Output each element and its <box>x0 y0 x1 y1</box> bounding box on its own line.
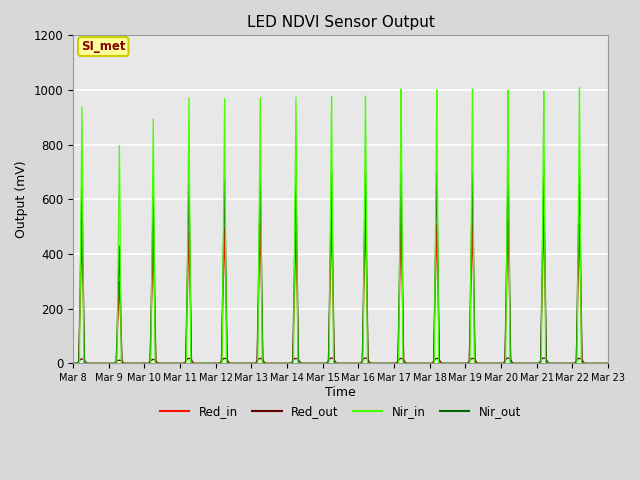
X-axis label: Time: Time <box>325 386 356 399</box>
Y-axis label: Output (mV): Output (mV) <box>15 160 28 238</box>
Legend: Red_in, Red_out, Nir_in, Nir_out: Red_in, Red_out, Nir_in, Nir_out <box>155 401 526 423</box>
Title: LED NDVI Sensor Output: LED NDVI Sensor Output <box>246 15 435 30</box>
Text: SI_met: SI_met <box>81 40 125 53</box>
